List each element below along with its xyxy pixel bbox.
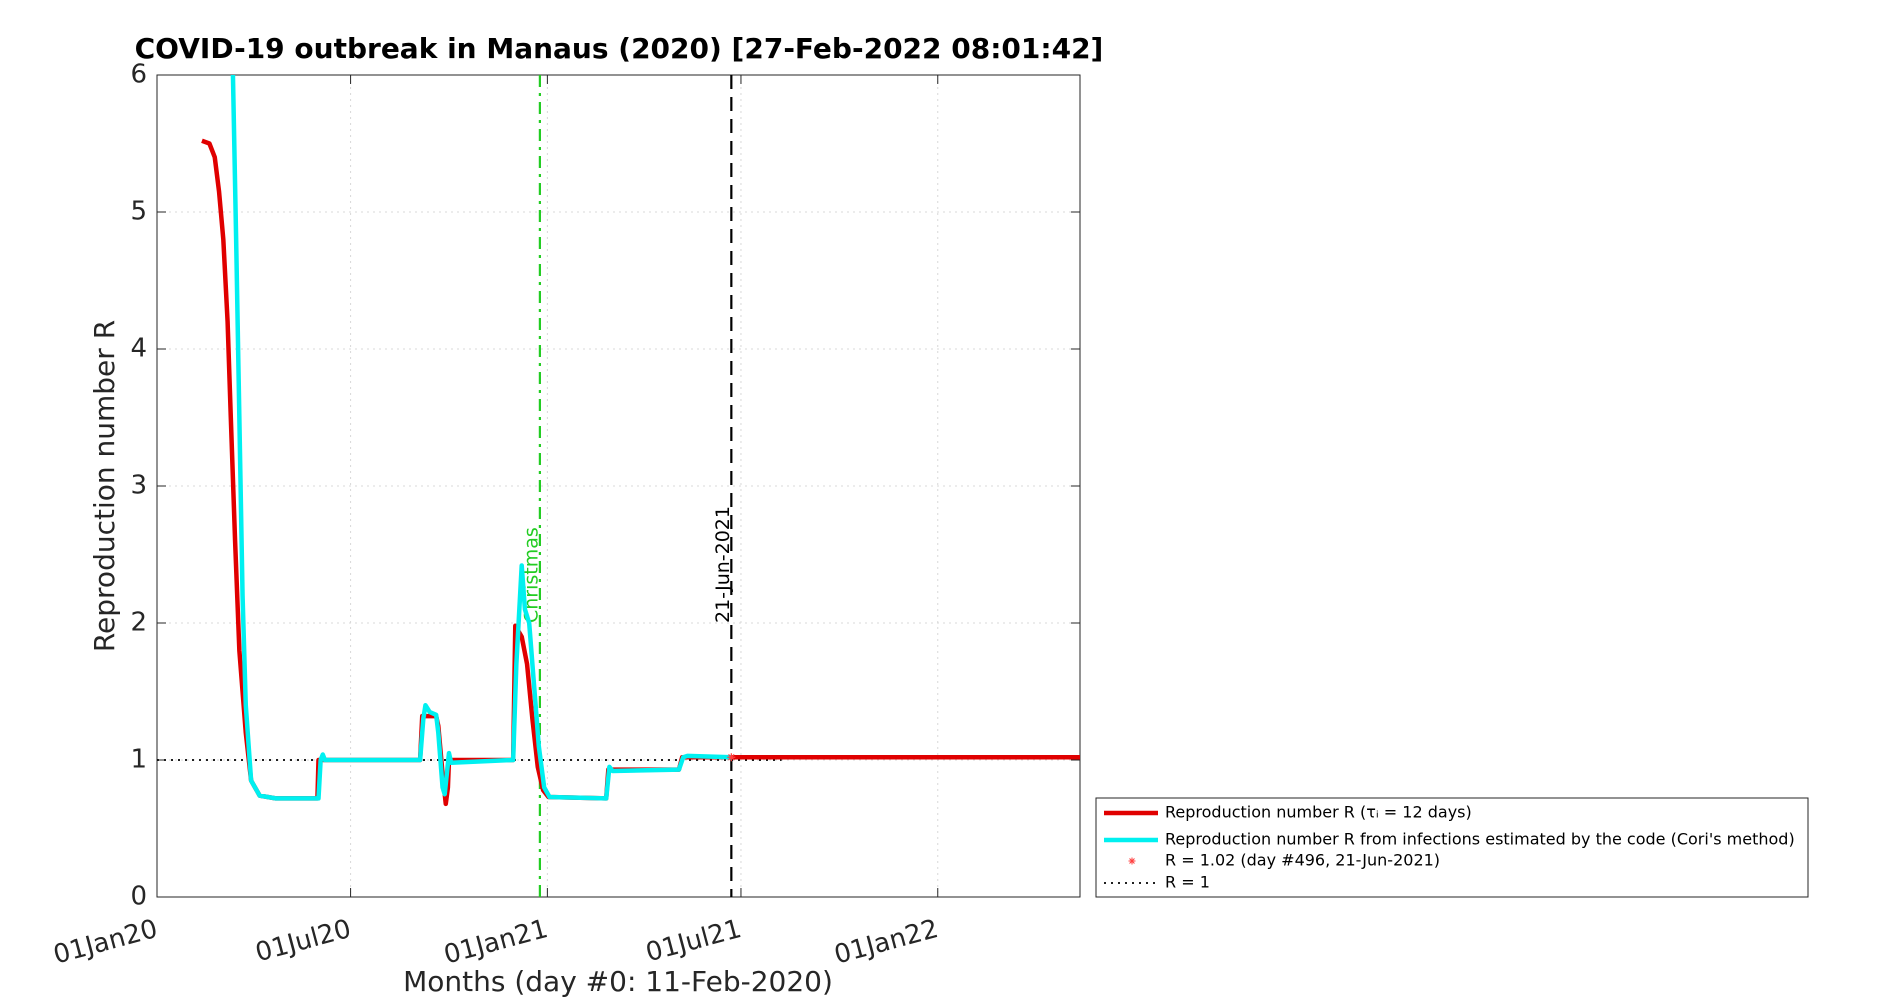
y-tick-label: 5 (130, 197, 147, 227)
y-tick-label: 1 (130, 745, 147, 775)
legend-box (1095, 797, 1809, 898)
y-tick-label: 2 (130, 608, 147, 638)
y-tick-label: 0 (130, 882, 147, 912)
legend-label: Reproduction number R (τᵢ = 12 days) (1165, 803, 1472, 822)
x-tick-label: 01Jul21 (643, 914, 745, 968)
legend-label: R = 1.02 (day #496, 21-Jun-2021) (1165, 851, 1440, 870)
series-layer (157, 75, 1080, 807)
legend-label: Reproduction number R from infections es… (1165, 830, 1795, 849)
x-tick-label: 01Jan21 (441, 914, 551, 970)
x-axis-label: Months (day #0: 11-Feb-2020) (403, 965, 833, 998)
y-tick-label: 4 (130, 334, 147, 364)
legend-label: R = 1 (1165, 873, 1210, 892)
legend-symbol (1128, 857, 1136, 865)
series-line (230, 75, 732, 801)
y-tick-label: 6 (130, 60, 147, 90)
chart-title: COVID-19 outbreak in Manaus (2020) [27-F… (135, 32, 1104, 65)
x-tick-label: 01Jul20 (252, 914, 354, 968)
y-tick-label: 3 (130, 471, 147, 501)
x-tick-label: 01Jan22 (831, 914, 941, 970)
annotation-label: 21-Jun-2021 (712, 506, 734, 623)
x-tick-label: 01Jan20 (50, 914, 160, 970)
axes-box (156, 74, 1081, 898)
data-point (727, 753, 736, 762)
y-axis-label: Reproduction number R (88, 320, 121, 652)
